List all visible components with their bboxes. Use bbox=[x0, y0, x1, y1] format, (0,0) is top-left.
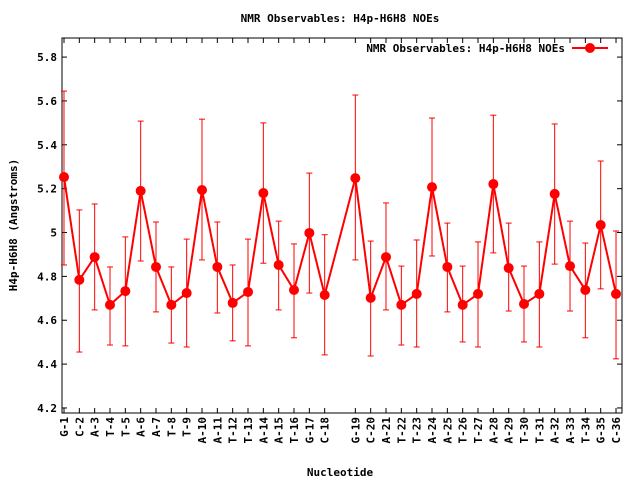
x-tick-label: C-18 bbox=[319, 417, 332, 444]
x-tick-label: A-11 bbox=[211, 417, 224, 444]
x-tick-label: T-30 bbox=[518, 417, 531, 444]
data-point bbox=[473, 288, 484, 299]
data-point bbox=[519, 299, 530, 310]
data-point bbox=[595, 220, 606, 231]
x-tick-label: T-5 bbox=[119, 417, 132, 437]
x-tick-label: A-32 bbox=[549, 417, 562, 444]
x-tick-label: A-29 bbox=[503, 417, 516, 444]
x-tick-label: T-27 bbox=[472, 417, 485, 444]
data-point bbox=[104, 299, 115, 310]
x-axis-label: Nucleotide bbox=[307, 466, 374, 479]
data-point bbox=[243, 286, 254, 297]
series-line bbox=[63, 176, 617, 307]
data-point bbox=[227, 297, 238, 308]
axes: 4.2 4.4 4.6 4.8 5 5.2 5.4 5.6 5.8 G-1 C-2 A-3 T-4 T-5… bbox=[37, 37, 623, 444]
x-tick-label: A-3 bbox=[89, 417, 102, 437]
data-point bbox=[304, 227, 315, 238]
data-point bbox=[503, 263, 514, 274]
data-point bbox=[58, 172, 69, 183]
data-point bbox=[319, 290, 330, 301]
data-point bbox=[611, 288, 622, 299]
y-axis-label: H4p-H6H8 (Angstroms) bbox=[7, 159, 20, 291]
y-tick-label: 5.6 bbox=[37, 95, 57, 108]
data-point bbox=[166, 299, 177, 310]
x-tick-label: G-17 bbox=[303, 417, 316, 444]
data-point bbox=[396, 299, 407, 310]
chart-title: NMR Observables: H4p-H6H8 NOEs bbox=[241, 12, 440, 25]
data-point bbox=[289, 284, 300, 295]
x-tick-label: C-2 bbox=[73, 417, 86, 437]
data-point bbox=[534, 288, 545, 299]
x-tick-label: T-34 bbox=[579, 417, 592, 444]
legend: NMR Observables: H4p-H6H8 NOEs bbox=[366, 42, 608, 55]
y-tick-label: 4.8 bbox=[37, 270, 57, 283]
x-tick-label: T-13 bbox=[242, 417, 255, 444]
data-point bbox=[212, 261, 223, 272]
x-tick-label: C-36 bbox=[610, 417, 623, 444]
legend-marker bbox=[585, 43, 595, 53]
x-tick-label: T-16 bbox=[288, 417, 301, 444]
x-tick-label: A-10 bbox=[196, 417, 209, 444]
plot-frame bbox=[61, 37, 623, 414]
x-tick-label: A-21 bbox=[380, 417, 393, 444]
data-point bbox=[457, 299, 468, 310]
y-tick-label: 4.2 bbox=[37, 402, 57, 415]
data-point bbox=[135, 185, 146, 196]
x-tick-label: G-35 bbox=[595, 417, 608, 444]
data-point bbox=[565, 261, 576, 272]
data-point bbox=[427, 182, 438, 193]
x-tick-label: G-19 bbox=[349, 417, 362, 444]
y-tick-label: 5 bbox=[50, 227, 57, 240]
x-tick-label: T-23 bbox=[411, 417, 424, 444]
x-tick-label: T-4 bbox=[104, 417, 117, 437]
data-point bbox=[549, 188, 560, 199]
data-point bbox=[580, 284, 591, 295]
x-tick-label: A-24 bbox=[426, 417, 439, 444]
data-point bbox=[258, 188, 269, 199]
x-tick-label: A-14 bbox=[257, 417, 270, 444]
x-tick-label: A-6 bbox=[135, 417, 148, 437]
x-tick-label: A-15 bbox=[273, 417, 286, 444]
x-tick-label: A-33 bbox=[564, 417, 577, 444]
data-point bbox=[488, 179, 499, 190]
data-point bbox=[150, 261, 161, 272]
x-tick-label: T-8 bbox=[165, 417, 178, 437]
data-series bbox=[58, 90, 622, 360]
data-point bbox=[120, 286, 131, 297]
x-tick-label: T-9 bbox=[181, 417, 194, 437]
y-tick-label: 5.2 bbox=[37, 183, 57, 196]
legend-label: NMR Observables: H4p-H6H8 NOEs bbox=[366, 42, 565, 55]
data-point bbox=[411, 288, 422, 299]
x-tick-label: C-20 bbox=[365, 417, 378, 444]
x-tick-label: A-7 bbox=[150, 417, 163, 437]
data-point bbox=[197, 184, 207, 195]
y-tick-label: 5.4 bbox=[37, 139, 57, 152]
data-point bbox=[442, 261, 453, 272]
data-point bbox=[381, 252, 392, 263]
y-tick-label: 5.8 bbox=[37, 51, 57, 64]
data-point bbox=[350, 173, 361, 184]
x-tick-label: T-26 bbox=[457, 417, 470, 444]
data-point bbox=[365, 292, 376, 303]
x-tick-label: T-31 bbox=[533, 417, 546, 444]
x-tick-label: G-1 bbox=[58, 417, 71, 437]
x-tick-label: A-25 bbox=[441, 417, 454, 444]
data-point bbox=[273, 259, 284, 270]
x-tick-label: A-28 bbox=[487, 417, 500, 444]
y-tick-label: 4.6 bbox=[37, 314, 57, 327]
data-point bbox=[181, 288, 192, 299]
x-tick-label: T-12 bbox=[227, 417, 240, 444]
data-point bbox=[74, 274, 85, 285]
x-tick-label: T-22 bbox=[395, 417, 408, 444]
data-point bbox=[89, 252, 100, 263]
y-tick-label: 4.4 bbox=[37, 358, 57, 371]
